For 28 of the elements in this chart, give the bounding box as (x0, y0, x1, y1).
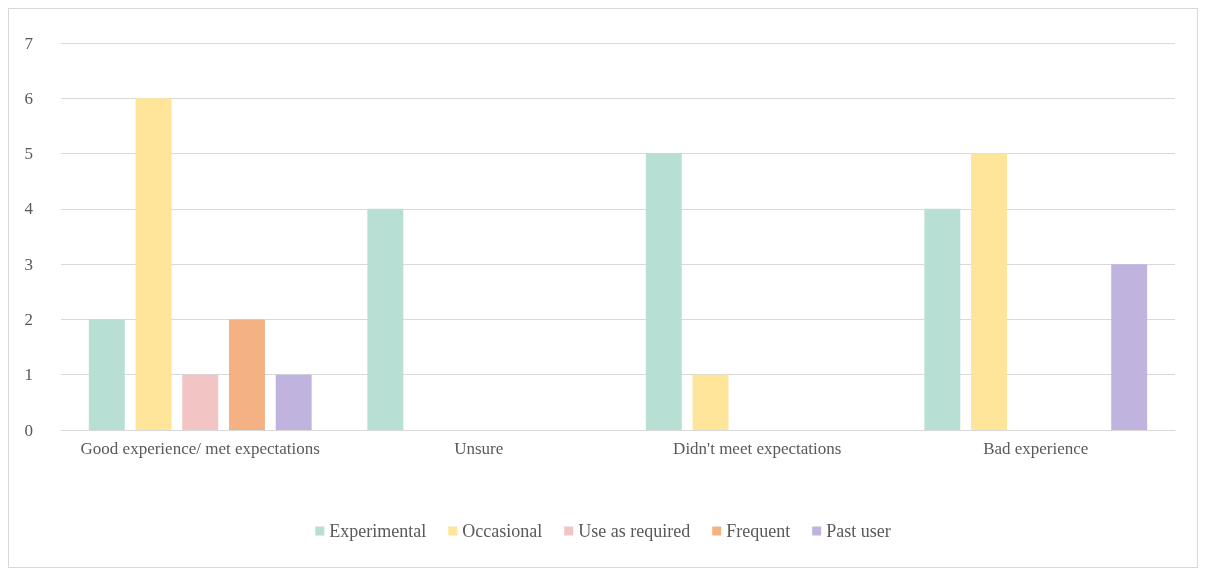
bar (135, 98, 172, 430)
y-tick-label: 3 (24, 254, 33, 274)
y-tick-label: 0 (24, 420, 33, 440)
x-tick-label: Good experience/ met expectations (80, 438, 320, 458)
x-tick-label: Bad experience (983, 438, 1089, 458)
bar (275, 374, 312, 430)
bar (971, 153, 1007, 430)
bar (367, 208, 404, 430)
x-tick-label: Didn't meet expectations (673, 438, 842, 458)
bar (182, 374, 219, 430)
legend-label: Occasional (462, 521, 543, 541)
y-tick-label: 2 (24, 309, 33, 329)
legend-label: Use as required (578, 521, 691, 541)
legend-label: Experimental (329, 521, 427, 541)
bar (645, 153, 682, 430)
bar (229, 319, 265, 430)
bar (692, 374, 729, 430)
legend-label: Past user (826, 521, 891, 541)
bar (924, 208, 961, 430)
y-tick-label: 6 (24, 88, 33, 108)
y-tick-label: 1 (24, 365, 33, 385)
bar (1111, 264, 1148, 430)
y-tick-label: 5 (24, 144, 33, 164)
y-tick-label: 7 (24, 33, 34, 53)
legend-label: Frequent (726, 521, 791, 541)
y-tick-label: 4 (24, 199, 34, 219)
bar (88, 319, 125, 430)
x-tick-label: Unsure (454, 438, 504, 458)
